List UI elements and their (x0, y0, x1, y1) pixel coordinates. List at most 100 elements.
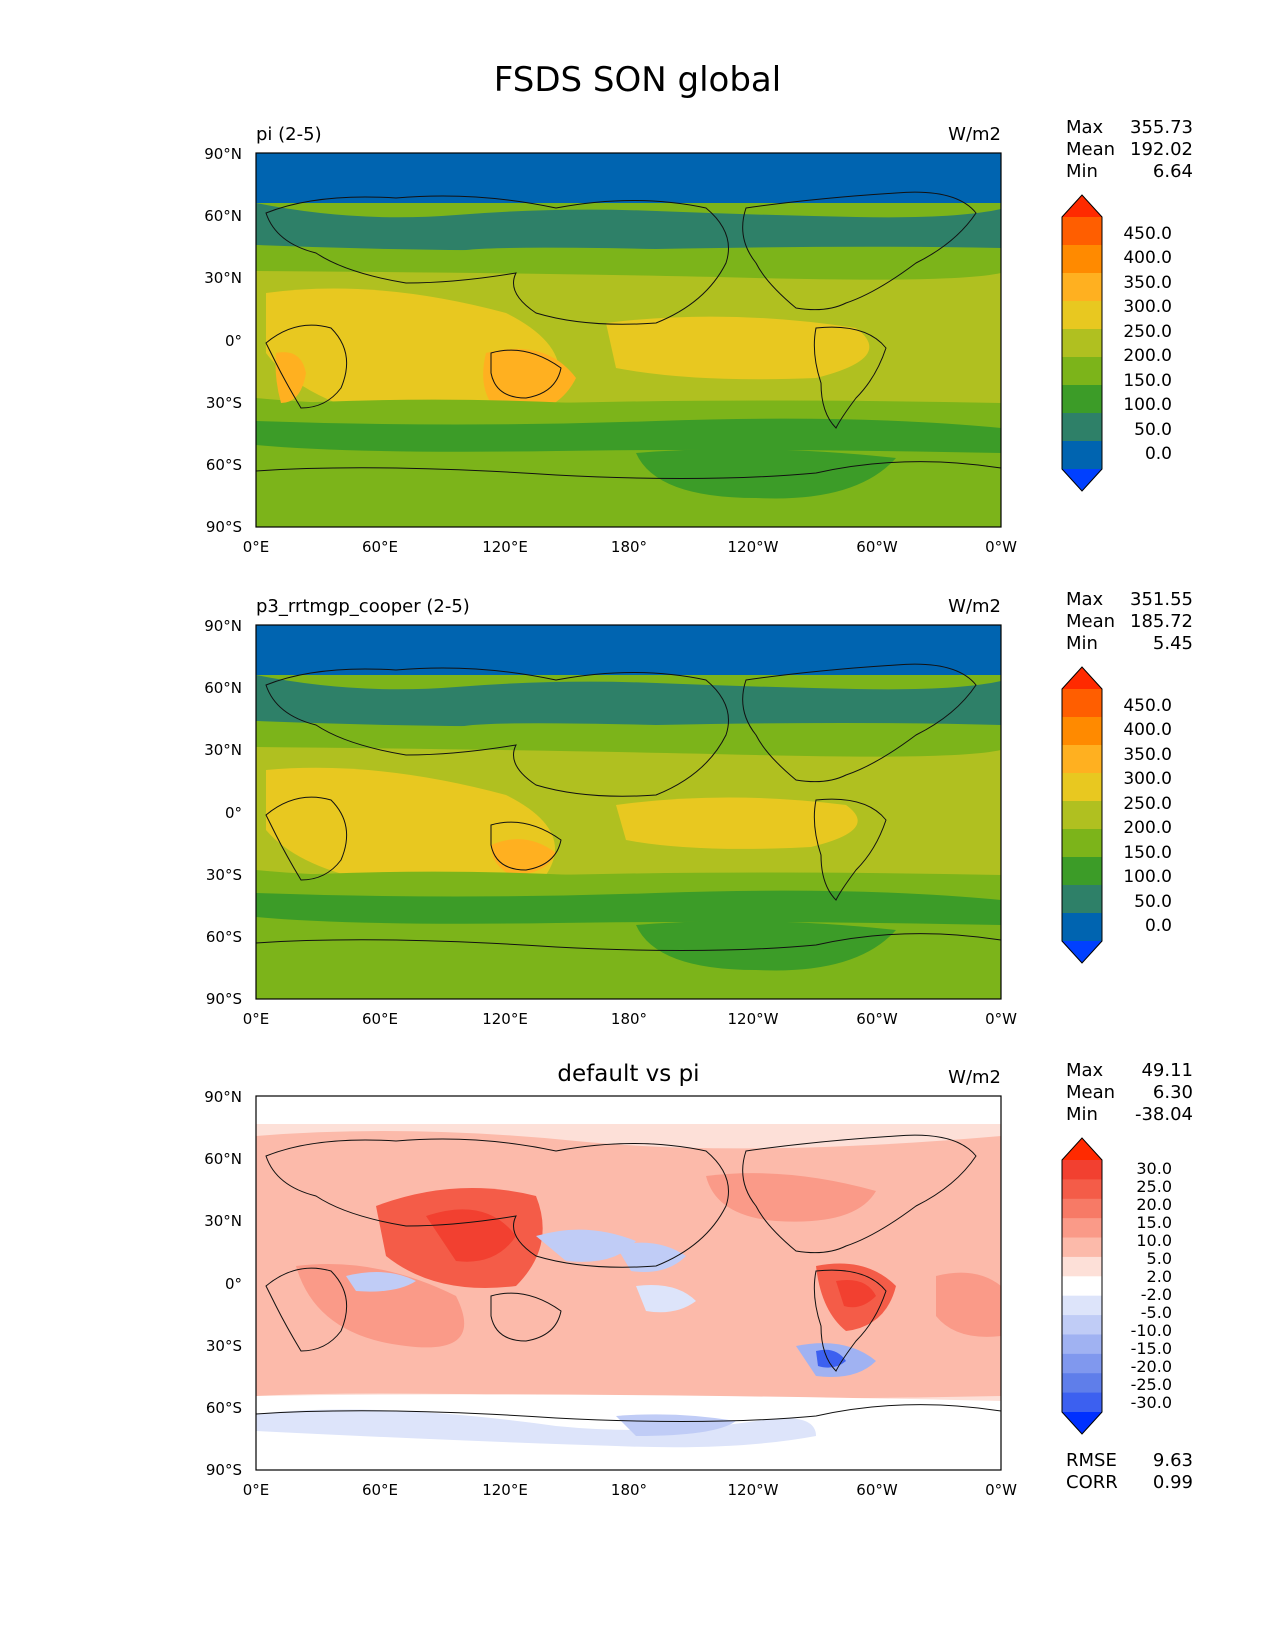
lat-label: 60°S (205, 456, 242, 474)
units-label: W/m2 (948, 124, 1001, 145)
colorbar-segment (1062, 801, 1102, 830)
map-plot-area (255, 1095, 1002, 1471)
stat-max-label: Max (1066, 117, 1104, 138)
colorbar-tick-label: 250.0 (1123, 322, 1172, 342)
colorbar-outline (1061, 1137, 1103, 1435)
stat-mean-label: Mean (1066, 611, 1116, 632)
colorbar-segment (1062, 1276, 1102, 1297)
colorbar-segment (1062, 745, 1102, 774)
lon-label: 60°W (856, 1481, 898, 1499)
lat-label: 30°S (205, 1337, 242, 1355)
colorbar-segment (1062, 1179, 1102, 1200)
lat-label: 90°N (204, 1088, 242, 1106)
colorbar-segment (1062, 329, 1102, 358)
stat-min-value: -38.04 (1134, 1104, 1193, 1125)
colorbar-segment (1062, 1373, 1102, 1394)
colorbar (1061, 1137, 1103, 1435)
panel-difference: default vs pi W/m2 Max 49.11 Mean 6.30 M… (0, 0, 1275, 1499)
colorbar-tick-label: -10.0 (1130, 1321, 1172, 1340)
colorbar-segment (1062, 829, 1102, 858)
lon-label: 180° (610, 538, 648, 556)
panel-title: p3_rrtmgp_cooper (2-5) (256, 596, 470, 617)
colorbar-extend-min (1062, 941, 1102, 963)
lat-label: 90°S (205, 1461, 242, 1479)
stat-mean-label: Mean (1066, 1082, 1116, 1103)
lat-label: 90°S (205, 518, 242, 536)
colorbar-outline (1061, 194, 1103, 492)
lon-label: 0°W (985, 538, 1017, 556)
colorbar-tick-label: -5.0 (1140, 1303, 1172, 1322)
colorbar-tick-label: 20.0 (1136, 1195, 1172, 1214)
colorbar-segment (1062, 1198, 1102, 1219)
panel-p3-rrtmgp-cooper: p3_rrtmgp_cooper (2-5) W/m2 Max 351.55 M… (0, 0, 1275, 1028)
stat-mean-label: Mean (1066, 139, 1116, 160)
colorbar-tick-label: 200.0 (1123, 346, 1172, 366)
stat-corr-value: 0.99 (1152, 1472, 1193, 1493)
colorbar-segment (1062, 357, 1102, 386)
lon-label: 60°E (361, 1481, 399, 1499)
stat-mean-value: 185.72 (1130, 611, 1193, 632)
lon-label: 60°W (856, 1010, 898, 1028)
colorbar-tick-label: 50.0 (1134, 420, 1172, 440)
panel-title: pi (2-5) (256, 124, 322, 145)
stat-min-value: 6.64 (1152, 161, 1193, 182)
stat-rmse-label: RMSE (1066, 1450, 1117, 1471)
colorbar-tick-label: 300.0 (1123, 297, 1172, 317)
colorbar-tick-label: 25.0 (1136, 1177, 1172, 1196)
lat-label: 60°S (205, 1399, 242, 1417)
colorbar-segment (1062, 217, 1102, 246)
colorbar-segment (1062, 301, 1102, 330)
lon-label: 0°E (242, 538, 270, 556)
map-plot-area (255, 152, 1002, 528)
lat-label: 30°S (205, 866, 242, 884)
colorbar-tick-label: 15.0 (1136, 1213, 1172, 1232)
units-label: W/m2 (948, 596, 1001, 617)
colorbar-segment (1062, 1237, 1102, 1258)
colorbar-extend-min (1062, 469, 1102, 491)
colorbar-tick-label: 10.0 (1136, 1231, 1172, 1250)
colorbar-tick-label: 350.0 (1123, 745, 1172, 765)
colorbar-tick-label: -30.0 (1130, 1393, 1172, 1412)
map-plot-area (255, 624, 1002, 1000)
colorbar-segment (1062, 413, 1102, 442)
lat-label: 90°N (204, 145, 242, 163)
colorbar-extend-max (1062, 195, 1102, 217)
lon-label: 180° (610, 1010, 648, 1028)
stat-max-value: 355.73 (1130, 117, 1193, 138)
stat-max-value: 49.11 (1141, 1060, 1193, 1081)
stat-mean-value: 6.30 (1152, 1082, 1193, 1103)
lat-label: 60°N (204, 1150, 242, 1168)
colorbar-segment (1062, 385, 1102, 414)
lat-label: 90°S (205, 990, 242, 1008)
colorbar (1061, 194, 1103, 492)
stat-rmse-value: 9.63 (1152, 1450, 1193, 1471)
colorbar-segment (1062, 857, 1102, 886)
stat-max-label: Max (1066, 589, 1104, 610)
colorbar-tick-label: 30.0 (1136, 1159, 1172, 1178)
colorbar-segment (1062, 245, 1102, 274)
lon-label: 120°E (482, 538, 528, 556)
colorbar-extend-min (1062, 1412, 1102, 1434)
colorbar-tick-label: -25.0 (1130, 1375, 1172, 1394)
colorbar-extend-max (1062, 667, 1102, 689)
stat-mean-value: 192.02 (1130, 139, 1193, 160)
colorbar-tick-label: -15.0 (1130, 1339, 1172, 1358)
stat-max-value: 351.55 (1130, 589, 1193, 610)
colorbar-tick-label: -2.0 (1140, 1285, 1172, 1304)
lon-label: 120°W (727, 1481, 779, 1499)
lon-label: 120°E (482, 1010, 528, 1028)
colorbar (1061, 666, 1103, 964)
colorbar-segment (1062, 885, 1102, 914)
colorbar-segment (1062, 1295, 1102, 1316)
lat-label: 0° (224, 332, 242, 350)
lon-label: 0°W (985, 1010, 1017, 1028)
colorbar-tick-label: 150.0 (1123, 371, 1172, 391)
colorbar-tick-label: 0.0 (1144, 444, 1172, 464)
lat-label: 90°N (204, 617, 242, 635)
lon-label: 0°W (985, 1481, 1017, 1499)
colorbar-tick-label: 100.0 (1123, 395, 1172, 415)
colorbar-segment (1062, 1353, 1102, 1374)
colorbar-tick-label: 350.0 (1123, 273, 1172, 293)
colorbar-outline (1061, 666, 1103, 964)
lat-label: 30°N (204, 1212, 242, 1230)
